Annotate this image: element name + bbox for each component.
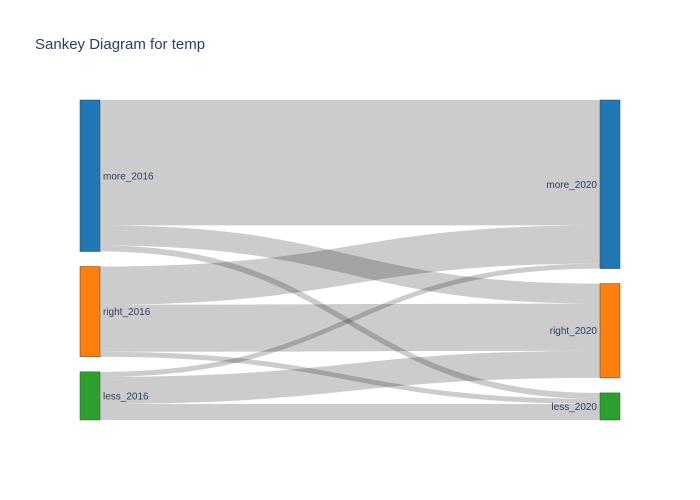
node-label-more_2020: more_2020 [546, 180, 597, 191]
node-less_2020 [599, 392, 621, 421]
link-more_2016-to-right_2020 [100, 225, 600, 304]
node-label-less_2016: less_2016 [103, 391, 149, 402]
link-less_2016-to-more_2020 [100, 263, 600, 377]
node-label-more_2016: more_2016 [103, 171, 154, 182]
node-label-right_2020: right_2020 [550, 326, 598, 337]
link-less_2016-to-right_2020 [100, 350, 600, 404]
sankey-labels: more_2016 right_2016 less_2016 more_2020rig… [103, 171, 597, 413]
node-more_2016 [79, 99, 101, 252]
link-less_2016-to-less_2020 [100, 403, 600, 420]
node-more_2020 [599, 99, 621, 269]
link-more_2016-to-more_2020 [100, 100, 600, 226]
node-less_2016 [79, 371, 101, 421]
sankey-nodes [79, 99, 621, 421]
node-label-right_2016: right_2016 [103, 307, 151, 318]
sankey-links [100, 100, 600, 420]
node-label-less_2020: less_2020 [551, 402, 597, 413]
link-right_2016-to-less_2020 [100, 351, 600, 404]
link-more_2016-to-less_2020 [100, 245, 600, 399]
link-right_2016-to-more_2020 [100, 225, 600, 305]
link-right_2016-to-right_2020 [100, 303, 600, 352]
node-right_2016 [79, 266, 101, 358]
node-right_2020 [599, 283, 621, 379]
chart-title: Sankey Diagram for temp [35, 36, 206, 53]
